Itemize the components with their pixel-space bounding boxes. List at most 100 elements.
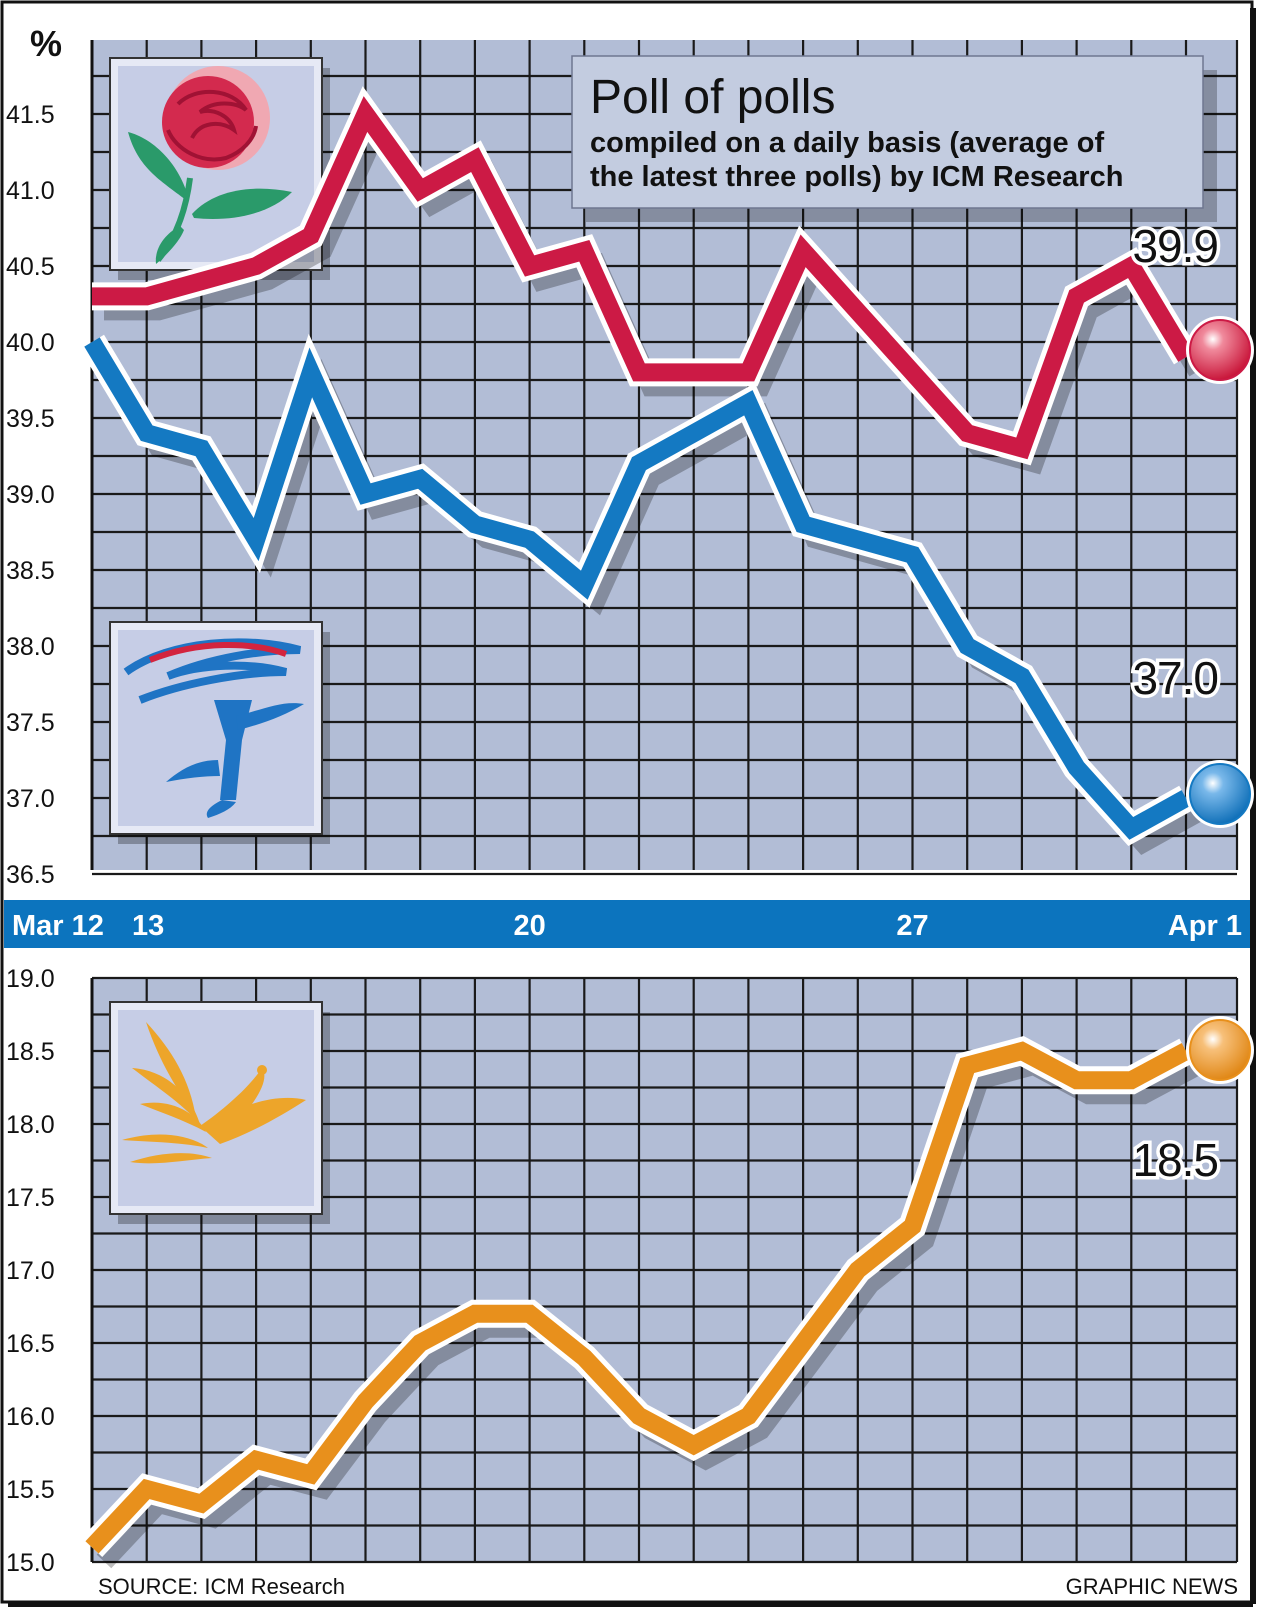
conservative-data-point	[91, 341, 93, 343]
labour-data-point	[1021, 447, 1023, 449]
conservative-data-point	[802, 523, 804, 525]
libdem-data-point	[912, 1225, 914, 1227]
y-tick-label: 41.5	[6, 101, 55, 129]
labour-data-point	[91, 295, 93, 297]
y-tick-label: 18.5	[6, 1038, 55, 1066]
labour-data-point	[693, 371, 695, 373]
libdem-data-point	[857, 1269, 859, 1271]
labour-data-point	[638, 371, 640, 373]
y-tick-label: 37.5	[6, 709, 55, 737]
libdem-data-point	[146, 1488, 148, 1490]
conservative-data-point	[1076, 767, 1078, 769]
libdem-data-point	[419, 1342, 421, 1344]
labour-data-point	[912, 371, 914, 373]
conservative-series-line	[84, 337, 1191, 840]
labour-data-point	[529, 265, 531, 267]
libdem-end-value-label: 18.5	[1132, 1134, 1218, 1186]
y-tick-label: 38.0	[6, 633, 55, 661]
date-tick-label: 13	[132, 910, 164, 942]
conservative-data-point	[912, 554, 914, 556]
date-tick-label: Mar 12	[12, 910, 104, 942]
conservative-data-point	[747, 402, 749, 404]
y-tick-label: 37.0	[6, 785, 55, 813]
date-band-background	[4, 900, 1250, 948]
chart-subtitle-line1: compiled on a daily basis (average of	[590, 127, 1104, 159]
conservative-data-point	[529, 539, 531, 541]
conservative-data-point	[255, 539, 257, 541]
y-tick-label: 39.0	[6, 481, 55, 509]
conservative-data-point	[419, 478, 421, 480]
libdem-data-point	[747, 1415, 749, 1417]
conservative-data-point	[146, 432, 148, 434]
bottom-chart-panel: 19.0 18.5 18.0 17.5 17.0 16.5 16.0 15.5 15.0 18.…	[6, 965, 1254, 1599]
top-chart-panel: 41.5 41.0 40.5 40.0 39.5 39.0 38.5 38.0 37.5 37.0…	[6, 23, 1254, 889]
y-tick-label: 19.0	[6, 965, 55, 993]
conservative-data-point	[857, 539, 859, 541]
y-tick-label: 40.0	[6, 329, 55, 357]
labour-data-point	[419, 189, 421, 191]
libdem-logo-box	[109, 1001, 330, 1224]
y-tick-label: 36.5	[6, 861, 55, 889]
labour-data-point	[200, 280, 202, 282]
bottom-y-axis: 19.0 18.5 18.0 17.5 17.0 16.5 16.0 15.5 15.0	[6, 965, 55, 1577]
labour-data-point	[802, 250, 804, 252]
libdem-data-point	[365, 1400, 367, 1402]
libdem-data-point	[474, 1313, 476, 1315]
libdem-data-point	[529, 1313, 531, 1315]
labour-end-marker	[1189, 319, 1251, 381]
conservative-data-point	[638, 463, 640, 465]
y-tick-label: 40.5	[6, 253, 55, 281]
libdem-data-point	[583, 1357, 585, 1359]
top-y-axis: 41.5 41.0 40.5 40.0 39.5 39.0 38.5 38.0 37.5 37.0…	[6, 101, 55, 889]
libdem-series-line	[85, 1041, 1191, 1554]
labour-end-value-label: 39.9	[1132, 220, 1218, 272]
libdem-data-point	[255, 1459, 257, 1461]
y-tick-label: 17.0	[6, 1257, 55, 1285]
labour-data-point	[747, 371, 749, 373]
labour-data-point	[310, 235, 312, 237]
date-axis-labels: Mar 12 13 20 27 Apr 1	[12, 910, 1242, 942]
libdem-data-point	[638, 1415, 640, 1417]
y-tick-label: 16.5	[6, 1330, 55, 1358]
chart-subtitle-line2: the latest three polls) by ICM Research	[590, 161, 1123, 193]
date-tick-label: 27	[896, 910, 928, 942]
graphic-news-credit: GRAPHIC NEWS	[1066, 1574, 1238, 1599]
libdem-data-point	[1076, 1079, 1078, 1081]
conservative-end-marker	[1189, 763, 1251, 825]
libdem-data-point	[802, 1342, 804, 1344]
labour-data-point	[583, 250, 585, 252]
conservative-data-point	[693, 432, 695, 434]
y-tick-label: 17.5	[6, 1184, 55, 1212]
conservative-end-value-label: 37.0	[1132, 652, 1218, 704]
conservative-data-point	[583, 584, 585, 586]
libdem-end-marker	[1189, 1019, 1251, 1081]
conservative-data-point	[474, 523, 476, 525]
labour-data-point	[365, 113, 367, 115]
conservative-data-point	[310, 371, 312, 373]
labour-data-point	[966, 432, 968, 434]
torch-icon	[123, 638, 304, 818]
libdem-data-point	[966, 1065, 968, 1067]
date-axis-band: Mar 12 13 20 27 Apr 1	[4, 900, 1250, 948]
libdem-data-point	[1021, 1050, 1023, 1052]
y-tick-label: 38.5	[6, 557, 55, 585]
title-box: Poll of polls compiled on a daily basis …	[571, 55, 1217, 222]
y-tick-label: 15.5	[6, 1476, 55, 1504]
conservative-logo-box	[109, 621, 330, 844]
rose-icon	[128, 66, 292, 264]
conservative-data-point	[1130, 827, 1132, 829]
libdem-data-point	[693, 1444, 695, 1446]
labour-data-point	[857, 311, 859, 313]
libdem-data-point	[200, 1503, 202, 1505]
y-tick-label: 16.0	[6, 1403, 55, 1431]
labour-data-point	[146, 295, 148, 297]
labour-data-point	[255, 265, 257, 267]
libdem-data-point	[91, 1546, 93, 1548]
y-tick-label: 39.5	[6, 405, 55, 433]
conservative-data-point	[365, 493, 367, 495]
bird-icon	[122, 1022, 306, 1164]
labour-data-point	[1076, 295, 1078, 297]
libdem-data-point	[310, 1473, 312, 1475]
y-tick-label: 18.0	[6, 1111, 55, 1139]
